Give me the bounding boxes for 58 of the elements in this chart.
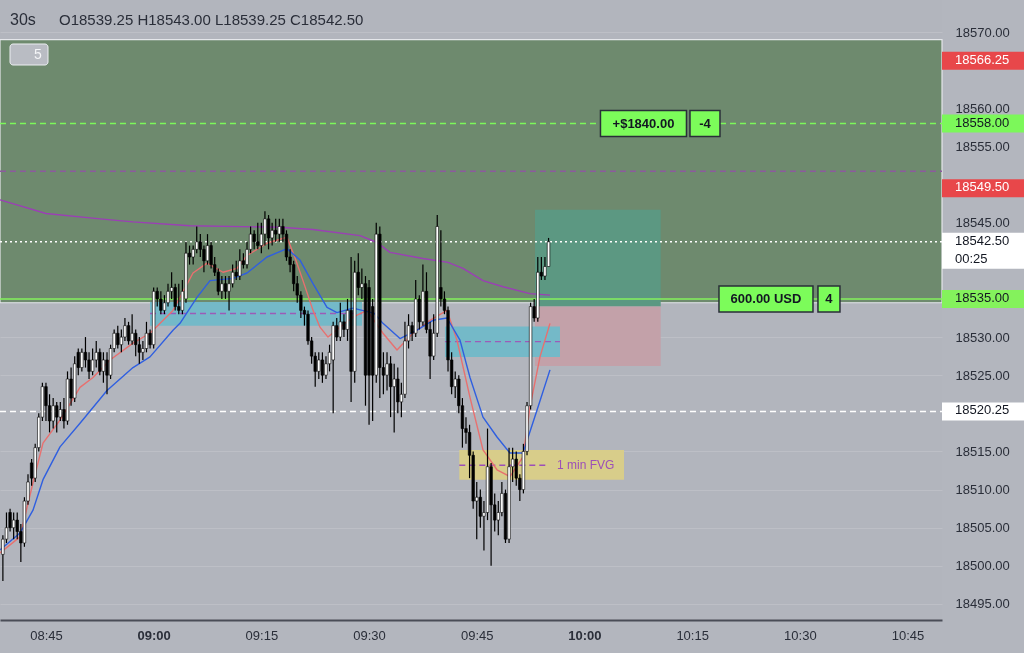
text: 30s (10, 11, 36, 28)
candlestick (159, 290, 163, 315)
y-tick-label: 18570.00 (955, 24, 1010, 40)
ref-line-label: 18558.00 (955, 114, 1010, 130)
candlestick (58, 401, 62, 422)
candlestick (55, 401, 59, 433)
text: 18566.25 (955, 51, 1010, 67)
x-tick-label: 10:45 (891, 627, 925, 643)
x-tick-label: 08:45 (30, 627, 63, 643)
y-tick-label: 18525.00 (955, 367, 1010, 383)
candlestick (274, 218, 278, 243)
annotation: 600.00 USD (730, 290, 802, 306)
ref-line-label: 18520.25 (955, 402, 1010, 418)
series-label: 1 min FVG (557, 458, 615, 473)
candlestick (12, 511, 16, 540)
candlestick (51, 397, 55, 430)
candlestick (338, 302, 342, 342)
candlestick (177, 283, 181, 315)
x-tick-label: 09:45 (460, 627, 494, 643)
candlestick (223, 275, 228, 300)
ref-line-label: 18535.00 (955, 289, 1010, 305)
candlestick (417, 294, 421, 331)
ref-line-label: 18542.50 00:25 (955, 232, 1010, 266)
y-tick-label: 18500.00 (955, 558, 1010, 574)
candlestick (130, 313, 134, 346)
line-series (0, 199, 551, 296)
text: O18539.25 H18543.00 L18539.25 C18542.50 (59, 11, 364, 28)
annotation: -4 (699, 115, 712, 131)
y-tick-label: 18560.00 (955, 100, 1010, 116)
candlestick (320, 351, 324, 384)
y-tick-label: 18495.00 (955, 596, 1010, 612)
candlestick (266, 214, 271, 250)
x-tick-label: 09:30 (353, 627, 386, 643)
x-tick-label: 10:30 (784, 627, 817, 643)
candlestick (105, 351, 109, 395)
annotation: +$1840.00 (612, 115, 675, 131)
candlestick (385, 351, 389, 392)
x-tick-label: 09:00 (137, 627, 171, 643)
candlestick (317, 351, 321, 380)
candlestick (220, 275, 224, 300)
candlestick (342, 313, 346, 338)
candlestick (234, 260, 238, 281)
annotation: 4 (825, 290, 834, 306)
y-tick-label: 18530.00 (955, 329, 1010, 345)
candlestick (116, 325, 120, 350)
y-tick-label: 18515.00 (955, 443, 1010, 459)
candlestick (101, 351, 105, 384)
x-tick-label: 10:00 (568, 627, 602, 643)
y-tick-label: 18505.00 (955, 520, 1010, 536)
x-tick-label: 09:15 (245, 627, 279, 643)
y-tick-label: 18545.00 (955, 215, 1010, 231)
x-tick-label: 10:15 (676, 627, 709, 643)
annotation: 5 (34, 46, 43, 62)
text: 18549.50 (955, 179, 1010, 195)
y-tick-label: 18555.00 (955, 138, 1010, 154)
candlestick (270, 222, 274, 247)
y-tick-label: 18510.00 (955, 482, 1010, 498)
candlestick (256, 222, 260, 250)
